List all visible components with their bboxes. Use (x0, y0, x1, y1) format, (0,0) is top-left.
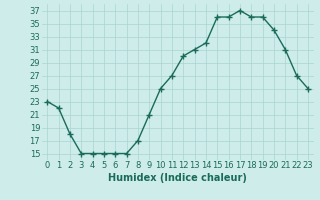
X-axis label: Humidex (Indice chaleur): Humidex (Indice chaleur) (108, 173, 247, 183)
